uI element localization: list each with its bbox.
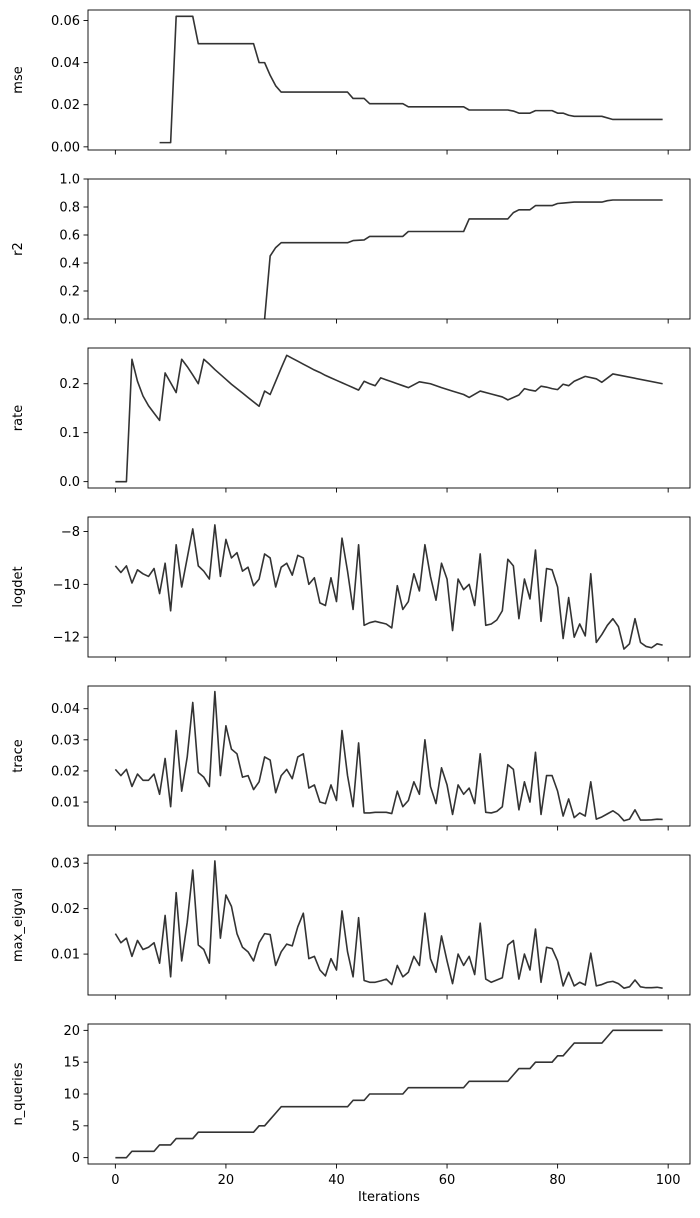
- y-tick-label: −12: [53, 631, 80, 646]
- y-tick-label: 0.00: [51, 140, 80, 155]
- series-line: [263, 199, 663, 320]
- y-axis-label: n_queries: [11, 1062, 26, 1125]
- y-tick-label: 1.0: [59, 173, 80, 188]
- x-tick-label: 0: [111, 1173, 119, 1188]
- x-tick-label: 60: [439, 1173, 456, 1188]
- y-tick-label: 0.02: [51, 98, 80, 113]
- y-tick-label: 0.6: [59, 229, 80, 244]
- y-tick-label: −10: [53, 578, 80, 593]
- y-axis-label: trace: [11, 739, 26, 773]
- y-tick-label: 0.8: [59, 201, 80, 216]
- y-tick-label: 0: [72, 1151, 80, 1166]
- subplot-mse: 0.00 0.02 0.04 0.06 mse: [11, 9, 691, 155]
- y-tick-label: 0.03: [51, 733, 80, 748]
- series-line: [115, 1029, 663, 1159]
- y-tick-label: 20: [63, 1024, 80, 1039]
- x-tick-label: 40: [328, 1173, 345, 1188]
- axes-frame: [87, 347, 691, 489]
- x-axis-label: Iterations: [358, 1190, 420, 1205]
- series-line: [115, 354, 663, 483]
- y-tick-label: 0.02: [51, 764, 80, 779]
- subplot-logdet: −12 −10 −8 logdet: [11, 516, 691, 662]
- y-tick-label: 0.0: [59, 313, 80, 328]
- subplot-n-queries: 0 20 40 60 80 100 0 5 10 15 20 n_queries Iterations: [11, 1023, 691, 1205]
- series-line: [114, 690, 663, 822]
- y-tick-label: 15: [63, 1056, 80, 1071]
- series-line: [114, 860, 663, 989]
- y-tick-label: 10: [63, 1088, 80, 1103]
- x-tick-label: 80: [549, 1173, 566, 1188]
- y-tick-label: 0.04: [51, 56, 80, 71]
- y-axis-label: logdet: [11, 566, 26, 607]
- y-tick-label: 0.2: [59, 285, 80, 300]
- axes-frame: [87, 854, 691, 996]
- y-tick-label: 0.06: [51, 14, 80, 29]
- y-tick-label: 0.1: [59, 426, 80, 441]
- y-tick-label: −8: [61, 525, 80, 540]
- y-axis-label: mse: [11, 66, 26, 93]
- y-axis-label: rate: [11, 405, 26, 431]
- y-tick-label: 0.2: [59, 377, 80, 392]
- y-tick-label: 0.03: [51, 857, 80, 872]
- x-tick-label: 100: [656, 1173, 681, 1188]
- y-axis-label: max_eigval: [11, 888, 26, 962]
- y-tick-label: 0.0: [59, 475, 80, 490]
- series-line: [114, 524, 663, 650]
- y-tick-label: 0.01: [51, 948, 80, 963]
- subplot-rate: 0.0 0.1 0.2 rate: [11, 347, 691, 493]
- axes-frame: [87, 516, 691, 658]
- axes-frame: [87, 178, 691, 320]
- series-line: [159, 15, 663, 144]
- y-tick-label: 0.04: [51, 702, 80, 717]
- y-tick-label: 5: [72, 1119, 80, 1134]
- axes-frame: [87, 685, 691, 827]
- y-tick-label: 0.01: [51, 796, 80, 811]
- y-tick-label: 0.4: [59, 257, 80, 272]
- subplot-r2: 0.0 0.2 0.4 0.6 0.8 1.0 r2: [11, 173, 691, 328]
- y-axis-label: r2: [11, 242, 26, 256]
- axes-frame: [87, 9, 691, 151]
- y-tick-label: 0.02: [51, 902, 80, 917]
- subplot-trace: 0.01 0.02 0.03 0.04 trace: [11, 685, 691, 831]
- subplot-max-eigval: 0.01 0.02 0.03 max_eigval: [11, 854, 691, 1000]
- x-tick-label: 20: [218, 1173, 235, 1188]
